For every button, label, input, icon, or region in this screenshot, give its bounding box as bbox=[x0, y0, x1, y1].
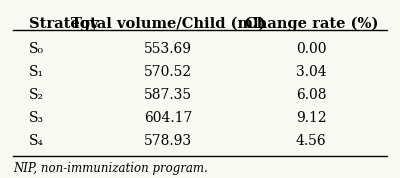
Text: Strategy: Strategy bbox=[29, 17, 99, 31]
Text: S₄: S₄ bbox=[29, 134, 44, 148]
Text: Total volume/Child (ml): Total volume/Child (ml) bbox=[71, 17, 266, 31]
Text: S₃: S₃ bbox=[29, 111, 44, 125]
Text: 4.56: 4.56 bbox=[296, 134, 326, 148]
Text: S₀: S₀ bbox=[29, 42, 44, 56]
Text: 604.17: 604.17 bbox=[144, 111, 192, 125]
Text: S₂: S₂ bbox=[29, 88, 44, 102]
Text: S₁: S₁ bbox=[29, 65, 44, 79]
Text: 553.69: 553.69 bbox=[144, 42, 192, 56]
Text: 9.12: 9.12 bbox=[296, 111, 326, 125]
Text: 570.52: 570.52 bbox=[144, 65, 192, 79]
Text: 6.08: 6.08 bbox=[296, 88, 326, 102]
Text: NIP, non-immunization program.: NIP, non-immunization program. bbox=[13, 162, 208, 175]
Text: 587.35: 587.35 bbox=[144, 88, 192, 102]
Text: 3.04: 3.04 bbox=[296, 65, 326, 79]
Text: 578.93: 578.93 bbox=[144, 134, 192, 148]
Text: Change rate (%): Change rate (%) bbox=[244, 17, 378, 31]
Text: 0.00: 0.00 bbox=[296, 42, 326, 56]
